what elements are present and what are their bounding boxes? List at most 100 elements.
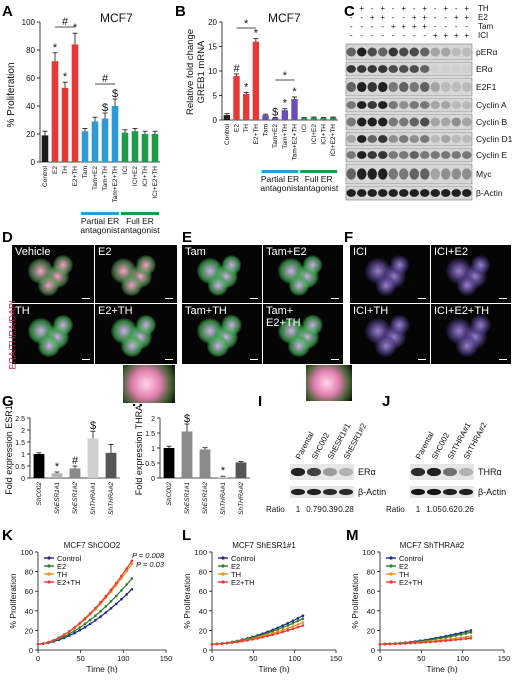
tile-tam-e2-th: Tam+ E2+TH <box>263 304 343 364</box>
blot-band <box>441 47 451 57</box>
bar-ICI+TH <box>141 134 149 162</box>
blot-band <box>426 488 442 496</box>
band-label: β-Actin <box>358 487 386 497</box>
band-label: ERα <box>358 467 376 477</box>
bar-ShTHRA#1 <box>87 438 99 478</box>
y-tick-label: 2.5 <box>15 416 25 423</box>
zoom-inset-d <box>122 364 176 404</box>
series-line-E2 <box>37 578 133 645</box>
series-line-E2+TH <box>37 560 133 645</box>
treatment-sign: + <box>412 13 417 22</box>
p-value: P = 0.03 <box>136 560 165 569</box>
scale-bar <box>250 358 258 360</box>
blot-band <box>290 488 306 496</box>
bar-Tam+E2+TH <box>111 106 119 162</box>
cell-nucleus <box>121 275 143 297</box>
legend-label: E2+TH <box>57 578 81 587</box>
category-label: Tam <box>263 124 270 136</box>
blot-band <box>420 117 430 127</box>
x-tick-label: 150 <box>160 654 173 663</box>
y-axis-label: % Proliferation <box>350 573 360 629</box>
treatment-sign: - <box>381 22 384 31</box>
category-label: E2+TH <box>72 166 79 187</box>
cell-nucleus <box>207 335 229 357</box>
y-tick-label: 1.5 <box>145 431 155 438</box>
treatment-sign: - <box>350 31 353 40</box>
blot-band <box>322 467 338 477</box>
scale-bar <box>499 297 507 299</box>
blot-strip <box>345 43 473 61</box>
blot-band <box>346 189 356 197</box>
treatment-sign: - <box>465 22 468 31</box>
cell-nucleus <box>456 335 478 357</box>
tile-label-line2: E2+TH <box>266 317 301 329</box>
legend-label: E2+TH <box>231 578 255 587</box>
treatment-sign: - <box>392 31 395 40</box>
y-tick-label: 60 <box>25 587 33 596</box>
blot-band <box>420 81 430 93</box>
blot-band <box>346 168 356 180</box>
blot-band <box>378 151 388 159</box>
blot-strip <box>345 185 473 201</box>
tile-label: Tam+E2 <box>266 246 307 258</box>
y-tick-label: 0 <box>371 646 375 655</box>
blot-band <box>367 168 377 180</box>
blot-band <box>357 81 367 93</box>
panel-j-western-blot: ParentalShC002ShTHRA#1ShTHRA#2THRαβ-Acti… <box>386 421 506 514</box>
cell-nucleus <box>221 255 242 276</box>
bar-ShC002 <box>33 454 45 478</box>
bar-TH <box>61 87 69 162</box>
tile-label: TH <box>15 305 30 317</box>
treatment-sign: + <box>422 4 427 13</box>
y-tick-label: 0.5 <box>15 464 25 471</box>
blot-band <box>399 101 409 109</box>
blot-band <box>462 65 472 73</box>
blot-band <box>367 81 377 93</box>
bar-ICI+E2+TH <box>329 117 337 120</box>
treatment-sign: - <box>371 22 374 31</box>
tile-ici: ICI <box>350 245 430 303</box>
category-label: ShC002 <box>166 482 173 506</box>
blot-band <box>378 81 388 93</box>
bar-Tam+E2 <box>271 118 279 120</box>
y-tick-label: 10 <box>208 67 217 76</box>
panel-label-m: M <box>346 527 359 544</box>
tile-tam-th: Tam+TH <box>182 304 262 364</box>
treatment-sign: - <box>360 22 363 31</box>
panel-label-k: K <box>2 527 13 544</box>
y-tick-label: 100 <box>20 548 33 557</box>
category-label: Tam+E2 <box>272 124 279 148</box>
scale-bar <box>499 358 507 360</box>
treatment-sign: + <box>422 22 427 31</box>
blot-strip <box>290 486 354 498</box>
chart-title: MCF7 ShTHRA#2 <box>400 541 465 550</box>
treatment-sign: - <box>392 4 395 13</box>
category-label: Tam <box>82 166 89 178</box>
blot-band <box>357 135 367 143</box>
group-label: Partial ER <box>261 174 299 184</box>
band-label: Cyclin B <box>476 117 508 127</box>
group-bar-partial <box>81 212 119 215</box>
blot-strip <box>345 77 473 97</box>
ratio-label: Ratio <box>386 505 405 514</box>
legend-marker <box>47 572 51 576</box>
blot-band <box>378 65 388 73</box>
blot-band <box>420 65 430 73</box>
band-label: Myc <box>476 169 492 179</box>
scale-bar <box>82 297 90 299</box>
blot-band <box>378 117 388 127</box>
y-tick-label: 80 <box>367 568 375 577</box>
blot-band <box>378 168 388 180</box>
zoom-inset-e <box>305 364 353 402</box>
category-label: ShTHRA#2 <box>108 482 115 515</box>
tile-label: Tam+TH <box>185 305 227 317</box>
band-label: β-Actin <box>478 487 506 497</box>
significance-mark: * <box>55 461 60 473</box>
y-tick-label: 100 <box>194 548 207 557</box>
category-label: ICI <box>122 166 129 175</box>
blot-band <box>388 168 398 180</box>
bracket-mark: * <box>244 18 249 30</box>
blot-band <box>451 101 461 109</box>
p-value: P = 0.008 <box>132 551 165 560</box>
blot-band <box>346 47 356 57</box>
